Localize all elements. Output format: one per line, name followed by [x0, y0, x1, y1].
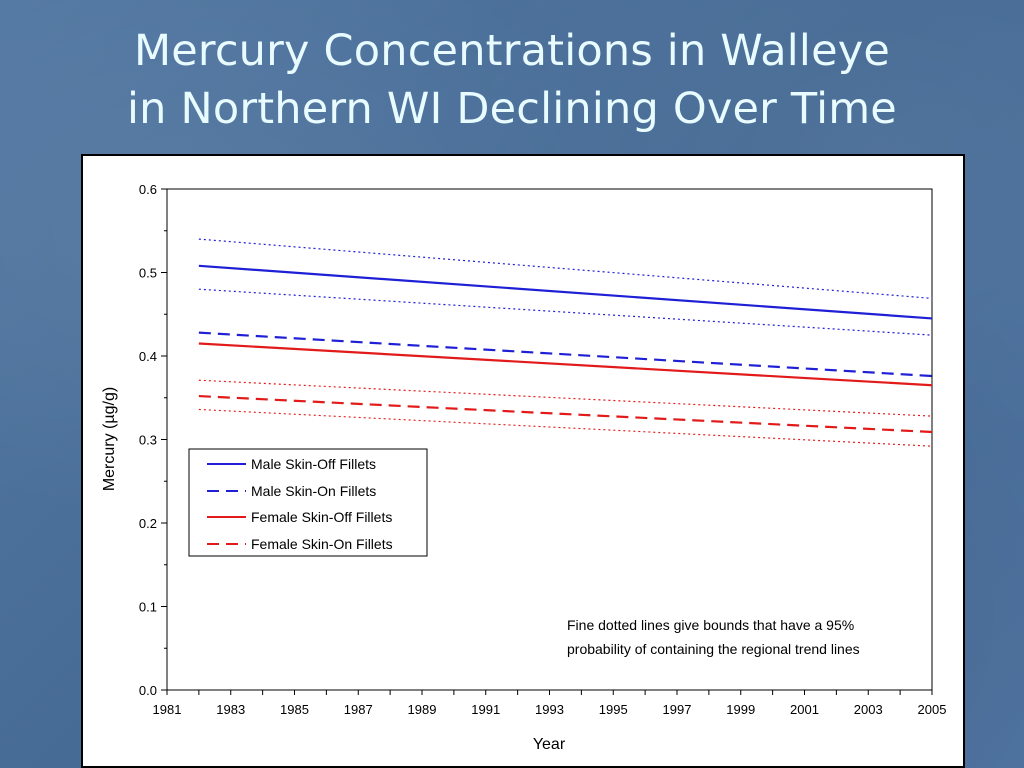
x-tick-label: 2001 — [790, 702, 819, 717]
legend-label-male-skin-on: Male Skin-On Fillets — [251, 483, 376, 499]
legend-box — [188, 448, 428, 557]
x-tick-label: 2005 — [918, 702, 947, 717]
series-lines — [198, 264, 933, 434]
legend-label-male-skin-off: Male Skin-Off Fillets — [251, 456, 376, 472]
bound-line — [198, 379, 933, 417]
slide-title-line-2: in Northern WI Declining Over Time — [127, 84, 897, 134]
annotation-line-1: Fine dotted lines give bounds that have … — [567, 617, 854, 633]
slide-title: Mercury Concentrations in Walleye in Nor… — [0, 22, 1024, 138]
y-tick-label: 0.1 — [139, 600, 157, 615]
x-tick-label: 1993 — [535, 702, 564, 717]
series-line-1 — [198, 331, 933, 378]
x-tick-label: 1981 — [153, 702, 182, 717]
chart-frame: 1981 1983 1985 1987 1989 1991 1993 1995 1997 1999… — [81, 154, 965, 768]
y-tick-label: 0.0 — [139, 683, 157, 698]
series-line-2 — [198, 342, 933, 387]
y-tick-label: 0.5 — [139, 266, 157, 281]
legend-label-female-skin-off: Female Skin-Off Fillets — [251, 509, 392, 525]
mercury-line-chart: 1981 1983 1985 1987 1989 1991 1993 1995 1997 1999… — [101, 182, 947, 753]
series-line-0 — [198, 264, 933, 320]
y-axis-ticks: 0.0 0.1 0.2 0.3 0.4 0.5 0.6 — [139, 182, 167, 698]
y-tick-label: 0.6 — [139, 182, 157, 197]
y-axis-title: Mercury (µg/g) — [101, 387, 118, 491]
series-line-3 — [198, 394, 933, 434]
x-tick-label: 1997 — [663, 702, 692, 717]
legend-label-female-skin-on: Female Skin-On Fillets — [251, 536, 393, 552]
slide-title-line-1: Mercury Concentrations in Walleye — [133, 26, 891, 76]
x-tick-label: 1987 — [344, 702, 373, 717]
y-tick-label: 0.2 — [139, 516, 157, 531]
x-tick-label: 2003 — [854, 702, 883, 717]
x-tick-label: 1983 — [216, 702, 245, 717]
x-tick-label: 1985 — [280, 702, 309, 717]
x-axis-title: Year — [533, 736, 566, 753]
y-tick-label: 0.4 — [139, 349, 157, 364]
x-tick-label: 1989 — [408, 702, 437, 717]
x-tick-label: 1991 — [471, 702, 500, 717]
plot-area — [166, 188, 933, 691]
x-tick-label: 1999 — [726, 702, 755, 717]
confidence-bound-lines — [198, 238, 933, 447]
bound-line — [198, 408, 933, 447]
legend: Male Skin-Off Fillets Male Skin-On Fille… — [188, 448, 428, 557]
x-axis-ticks: 1981 1983 1985 1987 1989 1991 1993 1995 1997 1999… — [153, 690, 947, 717]
annotation-line-2: probability of containing the regional t… — [567, 641, 860, 657]
y-tick-label: 0.3 — [139, 433, 157, 448]
x-tick-label: 1995 — [599, 702, 628, 717]
